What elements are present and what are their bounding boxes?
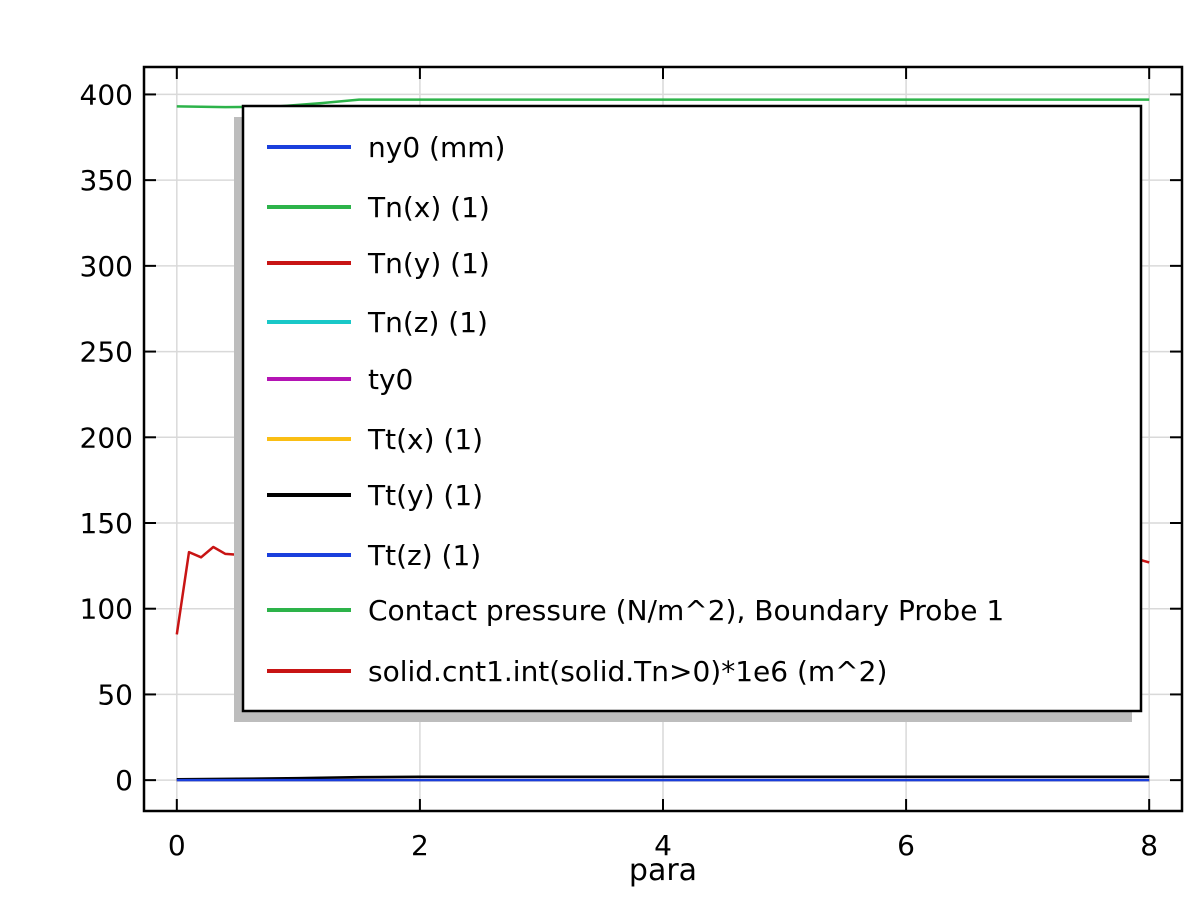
x-axis-title: para (629, 853, 697, 888)
y-tick-label: 50 (97, 678, 133, 711)
legend-label: solid.cnt1.int(solid.Tn>0)*1e6 (m^2) (368, 655, 887, 688)
x-tick-label: 2 (411, 829, 429, 862)
x-tick-label: 6 (897, 829, 915, 862)
legend-label: Tt(x) (1) (367, 423, 483, 456)
y-tick-label: 0 (115, 764, 133, 797)
y-tick-label: 100 (80, 593, 133, 626)
y-tick-label: 350 (80, 164, 133, 197)
legend-label: Tn(y) (1) (367, 247, 490, 280)
x-tick-label: 4 (654, 829, 672, 862)
y-tick-label: 150 (80, 507, 133, 540)
legend-label: Tt(y) (1) (367, 479, 483, 512)
y-tick-label: 300 (80, 250, 133, 283)
ticks (144, 67, 1182, 811)
legend-label: Tn(z) (1) (367, 306, 488, 339)
x-tick-label: 8 (1140, 829, 1158, 862)
legend-label: ty0 (368, 363, 413, 396)
y-tick-label: 200 (80, 421, 133, 454)
series-group (175, 98, 1150, 782)
y-tick-label: 400 (80, 78, 133, 111)
series-line (176, 775, 1150, 781)
legend-label: Contact pressure (N/m^2), Boundary Probe… (368, 594, 1004, 627)
y-tick-label: 250 (80, 336, 133, 369)
legend-label: Tn(x) (1) (367, 191, 490, 224)
legend-label: ny0 (mm) (368, 131, 505, 164)
legend-label: Tt(z) (1) (367, 539, 481, 572)
x-tick-label: 0 (168, 829, 186, 862)
legend-box (241, 104, 1143, 713)
